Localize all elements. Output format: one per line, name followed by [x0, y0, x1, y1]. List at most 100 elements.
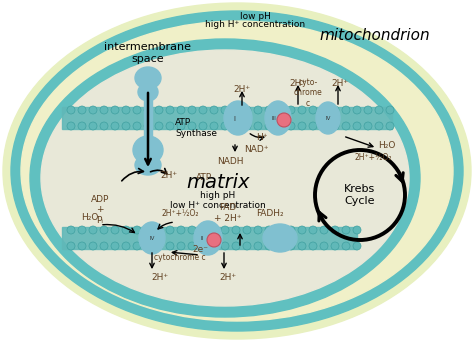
Circle shape — [309, 242, 317, 250]
Circle shape — [298, 122, 306, 130]
Ellipse shape — [3, 3, 471, 339]
Circle shape — [232, 226, 240, 234]
Circle shape — [375, 106, 383, 114]
Circle shape — [210, 226, 218, 234]
Circle shape — [298, 106, 306, 114]
Ellipse shape — [135, 155, 161, 175]
Circle shape — [210, 106, 218, 114]
Text: IV: IV — [149, 237, 155, 241]
Circle shape — [188, 122, 196, 130]
Circle shape — [177, 122, 185, 130]
Text: H₂O: H₂O — [378, 141, 395, 149]
Circle shape — [342, 106, 350, 114]
Circle shape — [342, 122, 350, 130]
Text: 2H⁺: 2H⁺ — [219, 274, 237, 282]
Circle shape — [89, 106, 97, 114]
Circle shape — [111, 122, 119, 130]
Text: II: II — [201, 237, 204, 241]
Circle shape — [89, 226, 97, 234]
Circle shape — [309, 122, 317, 130]
Circle shape — [199, 106, 207, 114]
Circle shape — [144, 106, 152, 114]
Circle shape — [78, 226, 86, 234]
Circle shape — [320, 106, 328, 114]
Text: H₂O: H₂O — [82, 213, 99, 223]
Circle shape — [221, 242, 229, 250]
Circle shape — [67, 226, 75, 234]
Circle shape — [122, 226, 130, 234]
Circle shape — [177, 106, 185, 114]
Circle shape — [133, 106, 141, 114]
Ellipse shape — [316, 102, 340, 134]
Text: Krebs
Cycle: Krebs Cycle — [345, 184, 375, 206]
Circle shape — [221, 122, 229, 130]
Circle shape — [122, 106, 130, 114]
Circle shape — [188, 106, 196, 114]
Circle shape — [265, 122, 273, 130]
Circle shape — [166, 122, 174, 130]
Circle shape — [375, 122, 383, 130]
Circle shape — [100, 122, 108, 130]
Text: mitochondrion: mitochondrion — [319, 28, 430, 43]
Circle shape — [254, 106, 262, 114]
Circle shape — [254, 122, 262, 130]
Ellipse shape — [139, 222, 165, 254]
Ellipse shape — [224, 101, 252, 135]
Ellipse shape — [135, 67, 161, 89]
Circle shape — [254, 242, 262, 250]
Circle shape — [309, 106, 317, 114]
Circle shape — [298, 226, 306, 234]
Circle shape — [133, 242, 141, 250]
Ellipse shape — [30, 39, 420, 317]
Bar — [62, 227, 357, 249]
Circle shape — [177, 226, 185, 234]
Circle shape — [265, 106, 273, 114]
Circle shape — [320, 226, 328, 234]
Circle shape — [122, 122, 130, 130]
Circle shape — [188, 226, 196, 234]
Bar — [144, 85, 152, 140]
Circle shape — [331, 122, 339, 130]
Circle shape — [353, 122, 361, 130]
Circle shape — [243, 122, 251, 130]
Text: 2H⁺+½O₂: 2H⁺+½O₂ — [161, 209, 199, 218]
Text: IV: IV — [325, 117, 331, 121]
Circle shape — [188, 242, 196, 250]
Circle shape — [78, 122, 86, 130]
Circle shape — [386, 122, 394, 130]
Circle shape — [243, 106, 251, 114]
Circle shape — [210, 122, 218, 130]
Circle shape — [144, 122, 152, 130]
Text: high pH: high pH — [201, 192, 236, 200]
Circle shape — [166, 106, 174, 114]
Circle shape — [155, 106, 163, 114]
Ellipse shape — [41, 50, 409, 306]
Circle shape — [199, 226, 207, 234]
Circle shape — [199, 242, 207, 250]
Circle shape — [166, 226, 174, 234]
Ellipse shape — [265, 101, 291, 135]
Circle shape — [111, 242, 119, 250]
Text: NAD⁺: NAD⁺ — [244, 145, 268, 154]
Circle shape — [342, 226, 350, 234]
Text: matrix: matrix — [186, 172, 250, 192]
Text: H⁺: H⁺ — [256, 132, 268, 142]
Circle shape — [277, 113, 291, 127]
Ellipse shape — [133, 136, 163, 164]
Circle shape — [287, 242, 295, 250]
Circle shape — [232, 106, 240, 114]
Text: low pH: low pH — [239, 12, 271, 21]
Circle shape — [320, 122, 328, 130]
Circle shape — [331, 242, 339, 250]
Text: cytochrome c: cytochrome c — [154, 253, 206, 263]
Circle shape — [100, 226, 108, 234]
Circle shape — [111, 106, 119, 114]
Circle shape — [89, 122, 97, 130]
Circle shape — [353, 106, 361, 114]
Text: 2H⁺: 2H⁺ — [331, 79, 348, 88]
Circle shape — [78, 106, 86, 114]
Circle shape — [353, 242, 361, 250]
Circle shape — [232, 122, 240, 130]
Circle shape — [309, 226, 317, 234]
Circle shape — [243, 242, 251, 250]
